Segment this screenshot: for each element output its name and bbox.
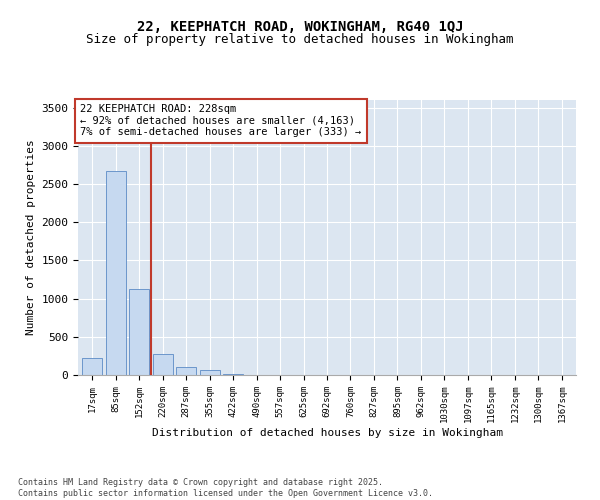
Bar (176, 366, 196, 375)
Bar (200, 370, 220, 375)
Y-axis label: Number of detached properties: Number of detached properties (26, 140, 36, 336)
Bar (152, 354, 173, 375)
Text: 22, KEEPHATCH ROAD, WOKINGHAM, RG40 1QJ: 22, KEEPHATCH ROAD, WOKINGHAM, RG40 1QJ (137, 20, 463, 34)
Text: 22 KEEPHATCH ROAD: 228sqm
← 92% of detached houses are smaller (4,163)
7% of sem: 22 KEEPHATCH ROAD: 228sqm ← 92% of detac… (80, 104, 362, 138)
X-axis label: Distribution of detached houses by size in Wokingham: Distribution of detached houses by size … (151, 428, 503, 438)
Bar (106, 171, 125, 375)
Bar (223, 374, 243, 375)
Bar (129, 288, 149, 375)
Text: Size of property relative to detached houses in Wokingham: Size of property relative to detached ho… (86, 32, 514, 46)
Bar (82, 358, 102, 375)
Text: Contains HM Land Registry data © Crown copyright and database right 2025.
Contai: Contains HM Land Registry data © Crown c… (18, 478, 433, 498)
